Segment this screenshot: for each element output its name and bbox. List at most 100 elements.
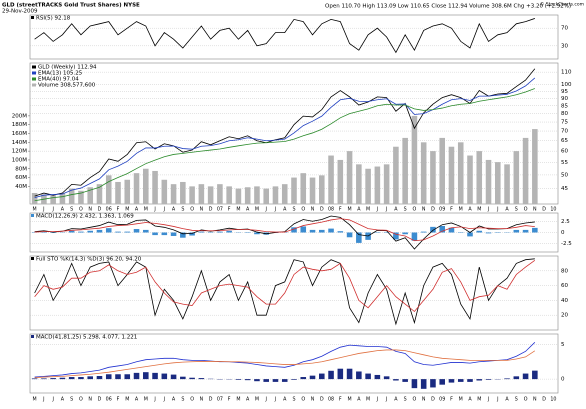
y-tick-label: 55	[561, 160, 568, 166]
bar	[310, 178, 316, 204]
x-tick-label: M	[236, 207, 240, 213]
bar	[226, 186, 232, 204]
bar	[189, 186, 195, 204]
bar	[328, 156, 334, 204]
y2-tick-label: 140M	[12, 140, 27, 146]
x-tick-label: M	[459, 397, 463, 403]
y-tick-label: 2.5	[561, 219, 570, 225]
bar	[106, 175, 112, 204]
bar	[189, 378, 195, 379]
x-tick-label: 08	[328, 207, 334, 213]
bar	[412, 379, 418, 388]
bar	[208, 186, 214, 204]
bar	[328, 371, 334, 379]
bar	[236, 379, 242, 380]
x-tick-label: D	[209, 207, 213, 213]
bar	[41, 378, 47, 379]
x-tick-label: S	[292, 397, 295, 403]
x-tick-label: D	[320, 397, 324, 403]
bar	[152, 171, 158, 204]
x-tick-label: O	[190, 397, 194, 403]
y-tick-label: 5	[561, 342, 565, 348]
x-tick-label: 10	[550, 207, 556, 213]
bar	[180, 182, 186, 204]
bar	[384, 376, 390, 379]
bar	[282, 379, 288, 382]
bar	[514, 151, 520, 204]
x-tick-label: F	[228, 207, 231, 213]
y-tick-label: 60	[561, 149, 568, 155]
y-tick-label: 0	[561, 230, 565, 236]
legend-swatch	[32, 78, 36, 81]
bar	[476, 151, 482, 204]
y-tick-label: 80	[561, 268, 568, 274]
x-tick-label: J	[376, 397, 378, 403]
x-tick-label: M	[459, 207, 463, 213]
bar	[421, 232, 427, 233]
x-tick-label: N	[533, 397, 537, 403]
x-tick-label: F	[339, 397, 342, 403]
bar	[273, 186, 279, 204]
bar	[375, 375, 381, 379]
x-tick-label: S	[404, 207, 407, 213]
x-tick-label: J	[487, 207, 489, 213]
bar	[365, 169, 371, 204]
bar	[356, 164, 362, 204]
x-tick-label: D	[320, 207, 324, 213]
bar	[199, 378, 205, 379]
x-tick-label: J	[264, 397, 266, 403]
bar	[356, 371, 362, 379]
bar	[162, 180, 168, 204]
x-tick-label: O	[301, 207, 305, 213]
y-tick-label: 75	[561, 120, 568, 126]
bar	[310, 230, 316, 233]
bar	[486, 160, 492, 204]
x-tick-label: F	[117, 207, 120, 213]
bar	[134, 229, 140, 232]
bar	[282, 184, 288, 204]
x-tick-label: O	[79, 207, 83, 213]
x-tick-label: N	[311, 207, 315, 213]
bar	[106, 228, 112, 232]
bar	[143, 230, 149, 233]
bar	[152, 233, 158, 236]
bar	[310, 376, 316, 379]
bar	[532, 228, 538, 233]
legend-swatch	[32, 84, 36, 87]
x-tick-label: J	[163, 397, 165, 403]
y-tick-label: 60	[561, 283, 568, 289]
bar	[338, 369, 344, 379]
y2-tick-label: 80M	[15, 166, 27, 172]
bar	[421, 379, 427, 389]
x-tick-label: J	[385, 397, 387, 403]
bar	[254, 379, 260, 381]
x-tick-label: F	[228, 397, 231, 403]
bar	[504, 164, 510, 204]
bar	[347, 233, 353, 238]
bar	[263, 189, 269, 204]
bar	[115, 232, 121, 233]
x-tick-label: J	[376, 207, 378, 213]
label-box	[31, 16, 34, 19]
bar	[365, 374, 371, 380]
bar	[532, 371, 538, 379]
x-tick-label: 06	[106, 207, 112, 213]
y-tick-label: 30	[561, 43, 568, 49]
bar	[124, 374, 130, 379]
x-tick-label: M	[255, 207, 259, 213]
bar	[273, 379, 279, 382]
bar	[402, 233, 408, 235]
x-tick-label: J	[274, 207, 276, 213]
x-tick-label: O	[524, 397, 528, 403]
bar	[430, 151, 436, 204]
bar	[32, 378, 38, 379]
x-tick-label: M	[477, 207, 481, 213]
x-tick-label: 06	[106, 397, 112, 403]
bar	[439, 379, 445, 385]
panel-label: MACD(41,81,25) 5.298, 4.077, 1.221	[36, 335, 137, 341]
bar	[476, 231, 482, 233]
bar	[199, 184, 205, 204]
x-tick-label: 07	[217, 207, 223, 213]
y-tick-label: 40	[561, 298, 568, 304]
